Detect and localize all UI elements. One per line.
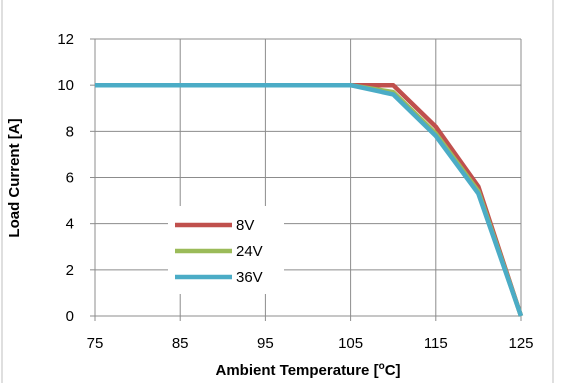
x-tick-label: 95 — [257, 335, 274, 352]
series-line-8v — [95, 82, 524, 317]
y-tick-label: 12 — [57, 31, 74, 48]
x-tick-label: 85 — [172, 335, 189, 352]
y-tick-label: 8 — [66, 123, 74, 140]
tick-layer: 0 2 4 6 8 10 12 75 85 95 105 115 125 — [57, 31, 533, 352]
y-axis-title: Load Current [A] — [6, 118, 23, 237]
x-axis-title-suffix: C] — [385, 362, 401, 379]
legend: 8V 24V 36V — [168, 206, 284, 294]
y-tick-label: 0 — [66, 308, 74, 325]
series-line-24v — [95, 82, 524, 317]
y-tick-label: 4 — [66, 216, 74, 233]
x-tick-label: 105 — [338, 335, 363, 352]
y-tick-label: 6 — [66, 170, 74, 187]
series-line-36v — [95, 82, 524, 317]
x-tick-label: 115 — [424, 335, 448, 352]
legend-label-8v: 8V — [236, 217, 254, 234]
axis-layer — [90, 38, 522, 321]
x-tick-label: 125 — [508, 335, 533, 352]
x-axis-title: Ambient Temperature [oC] — [215, 361, 400, 379]
y-tick-label: 10 — [57, 77, 74, 94]
x-axis-title-unit: o — [379, 361, 385, 372]
y-tick-label: 2 — [66, 262, 74, 279]
legend-label-36v: 36V — [236, 269, 263, 286]
x-tick-label: 75 — [87, 335, 104, 352]
legend-label-24v: 24V — [236, 243, 263, 260]
series-layer — [95, 82, 524, 317]
grid-layer — [94, 38, 522, 317]
